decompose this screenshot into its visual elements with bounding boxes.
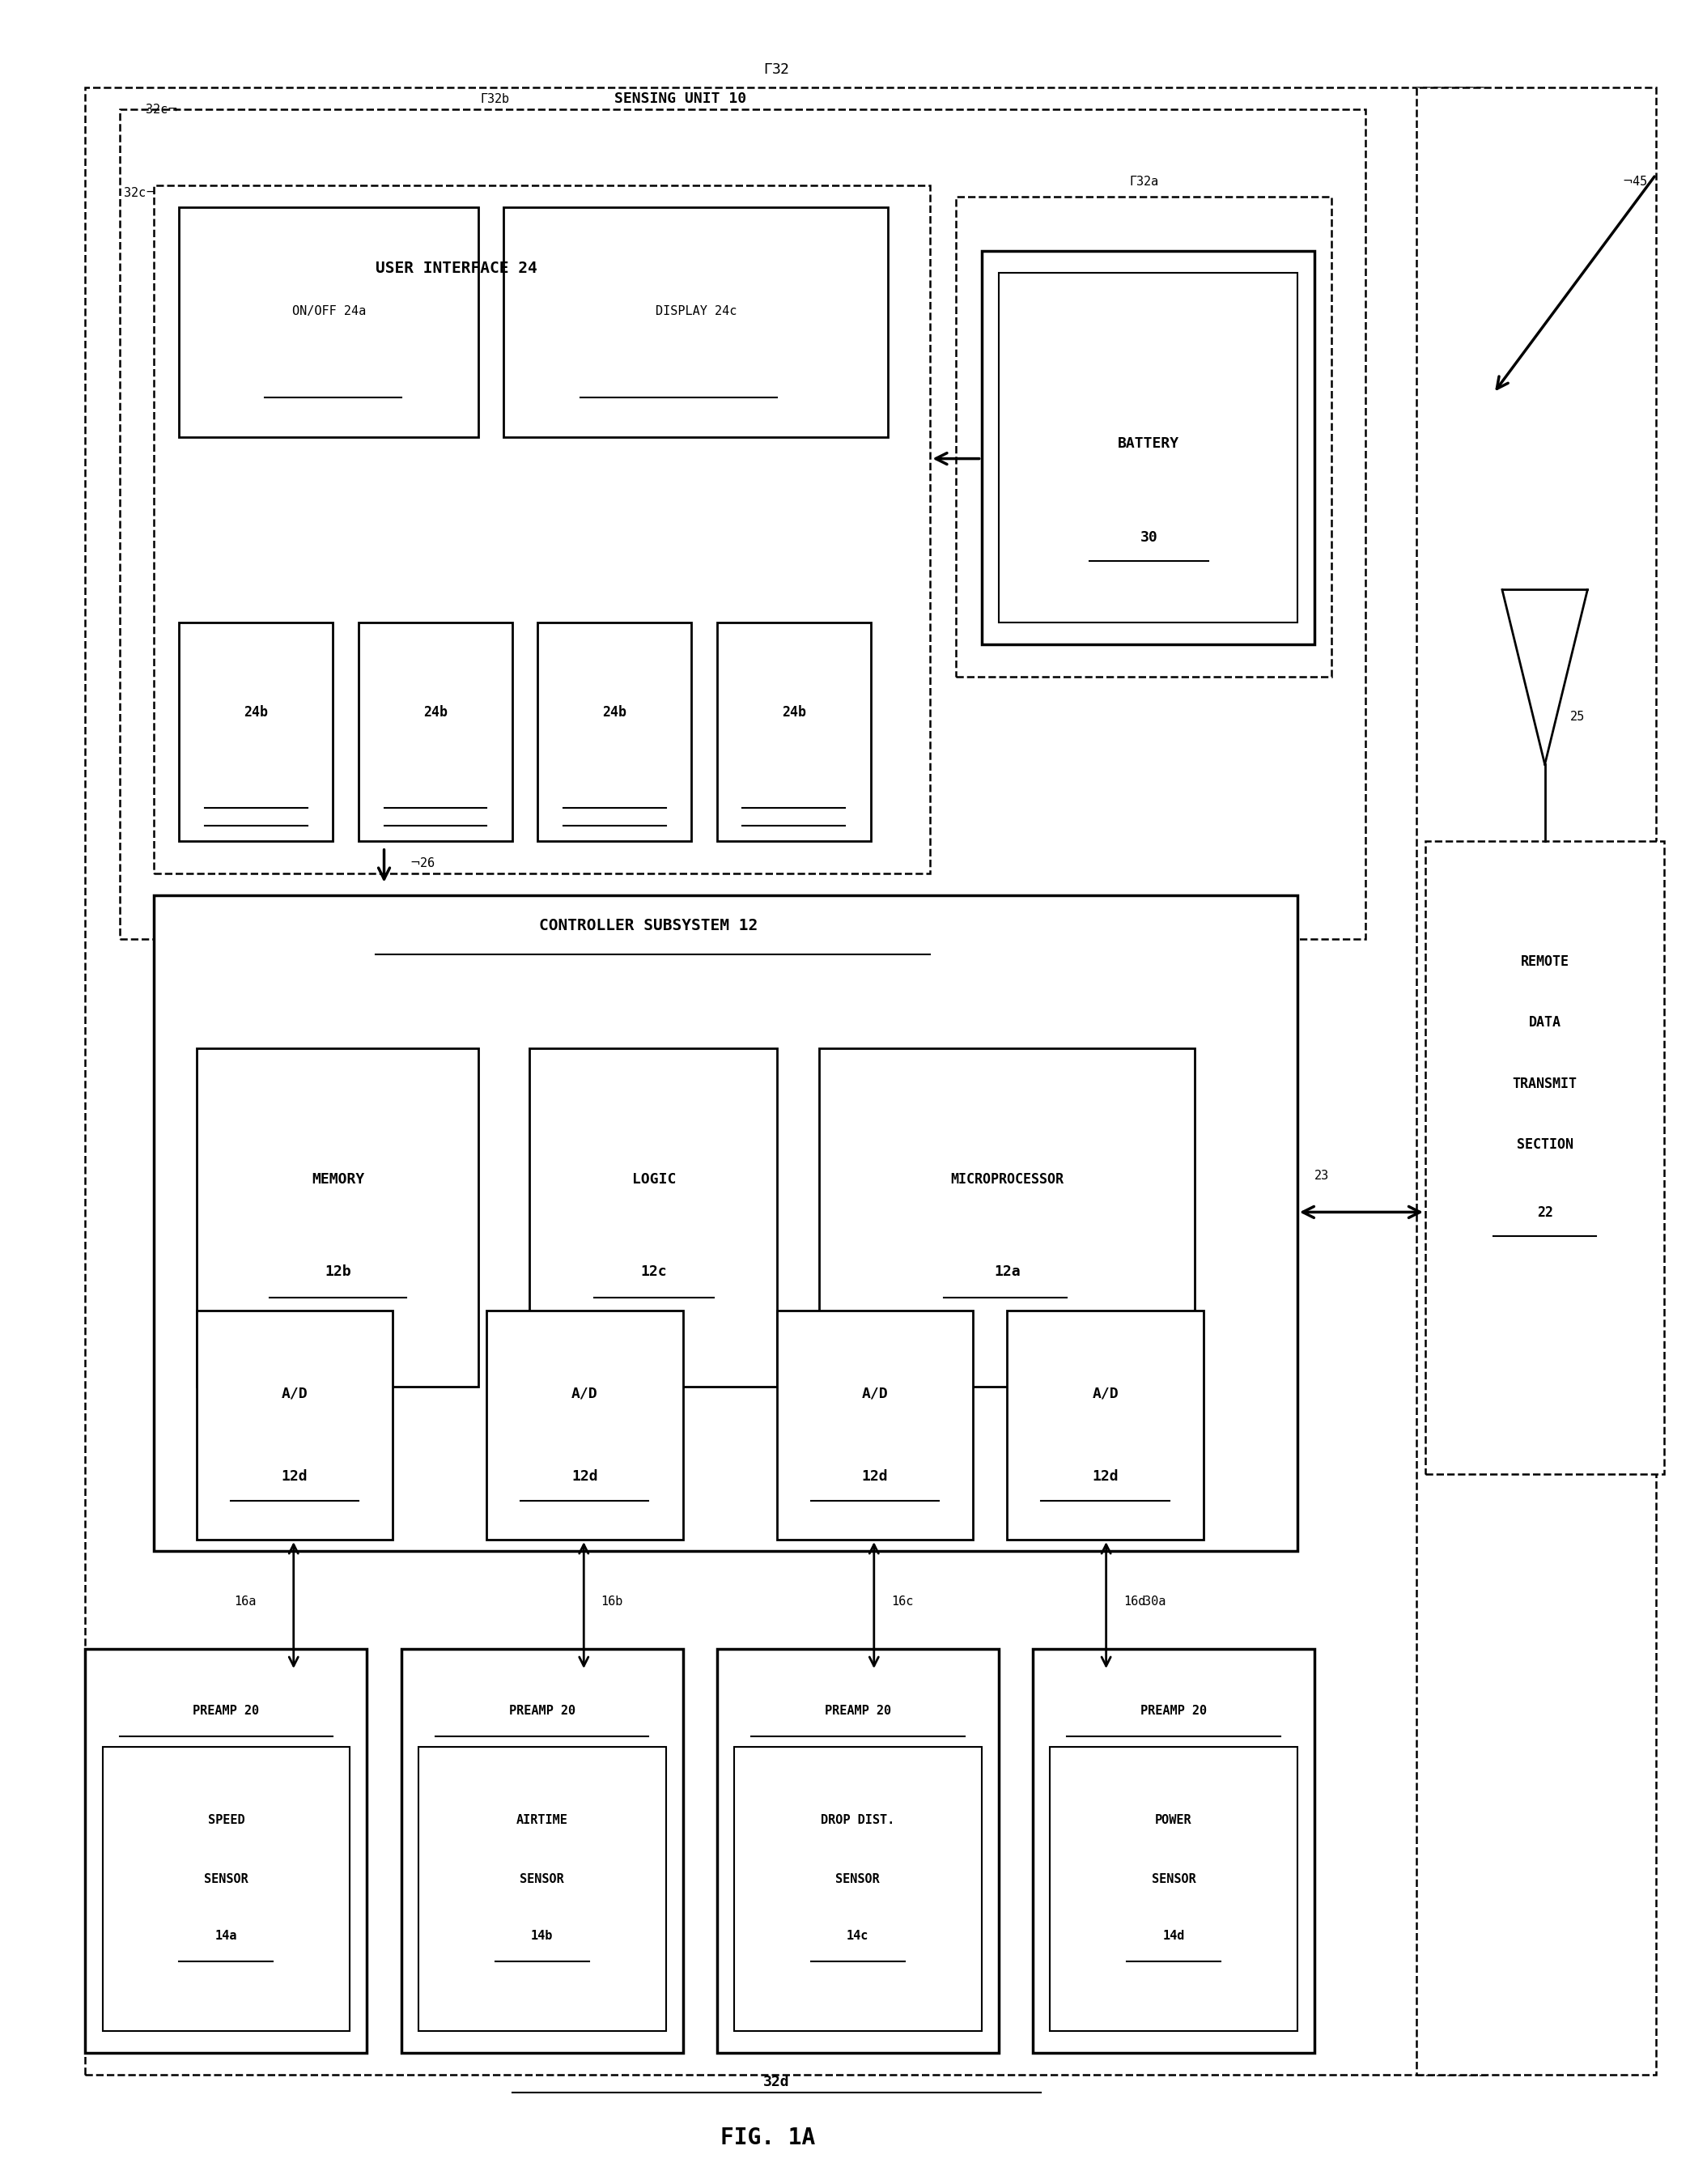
- Bar: [85, 1649, 367, 2053]
- Bar: [982, 251, 1314, 644]
- Text: $\neg$26: $\neg$26: [410, 856, 435, 869]
- Text: A/D: A/D: [282, 1387, 307, 1400]
- Text: 30: 30: [1140, 531, 1157, 544]
- Bar: [717, 622, 871, 841]
- Text: TRANSMIT: TRANSMIT: [1512, 1077, 1577, 1090]
- Text: PREAMP 20: PREAMP 20: [1140, 1706, 1207, 1717]
- Text: $\Gamma$32b: $\Gamma$32b: [480, 92, 510, 105]
- Text: 14c: 14c: [847, 1931, 869, 1942]
- Text: SPEED: SPEED: [208, 1815, 244, 1826]
- Bar: [777, 1310, 973, 1540]
- Text: CONTROLLER SUBSYSTEM 12: CONTROLLER SUBSYSTEM 12: [539, 917, 758, 933]
- Bar: [529, 1048, 777, 1387]
- Text: 23: 23: [1314, 1171, 1330, 1182]
- Text: 32d: 32d: [763, 2075, 790, 2088]
- Text: LOGIC: LOGIC: [632, 1173, 676, 1186]
- Bar: [504, 207, 888, 437]
- Text: 16d: 16d: [1123, 1597, 1145, 1607]
- Bar: [956, 197, 1331, 677]
- Bar: [819, 1048, 1195, 1387]
- Text: 12a: 12a: [993, 1265, 1021, 1278]
- Bar: [1417, 87, 1656, 2075]
- Text: 12d: 12d: [282, 1470, 307, 1483]
- Bar: [538, 622, 691, 841]
- Text: 24b: 24b: [603, 705, 626, 719]
- Text: 32c$\neg$: 32c$\neg$: [123, 186, 155, 199]
- Text: 24b: 24b: [244, 705, 268, 719]
- Text: $\neg$45: $\neg$45: [1622, 175, 1647, 188]
- Bar: [486, 1310, 683, 1540]
- Text: ON/OFF 24a: ON/OFF 24a: [292, 306, 367, 317]
- Text: 14d: 14d: [1162, 1931, 1185, 1942]
- Bar: [154, 895, 1297, 1551]
- Text: DISPLAY 24c: DISPLAY 24c: [655, 306, 737, 317]
- Text: REMOTE: REMOTE: [1521, 954, 1569, 968]
- Text: 12b: 12b: [324, 1265, 352, 1278]
- Text: FIG. 1A: FIG. 1A: [720, 2127, 816, 2149]
- Text: SENSOR: SENSOR: [1152, 1874, 1195, 1885]
- Bar: [179, 207, 478, 437]
- Text: 25: 25: [1570, 712, 1586, 723]
- Text: 16b: 16b: [601, 1597, 623, 1607]
- Text: 12d: 12d: [1092, 1470, 1118, 1483]
- Text: DATA: DATA: [1529, 1016, 1560, 1029]
- Text: $\Gamma$32a: $\Gamma$32a: [1128, 175, 1159, 188]
- Text: 16c: 16c: [891, 1597, 913, 1607]
- Text: A/D: A/D: [1092, 1387, 1118, 1400]
- Text: $\Gamma$32: $\Gamma$32: [763, 63, 790, 76]
- Text: 14a: 14a: [215, 1931, 237, 1942]
- Text: 32c$\neg$: 32c$\neg$: [145, 103, 178, 116]
- Bar: [196, 1048, 478, 1387]
- Bar: [418, 1747, 666, 2031]
- Bar: [179, 622, 333, 841]
- Bar: [154, 186, 930, 874]
- Text: 12d: 12d: [572, 1470, 597, 1483]
- Text: 22: 22: [1536, 1206, 1553, 1219]
- Text: BATTERY: BATTERY: [1118, 437, 1180, 450]
- Bar: [119, 109, 1366, 939]
- Text: MEMORY: MEMORY: [312, 1173, 364, 1186]
- Text: PREAMP 20: PREAMP 20: [509, 1706, 575, 1717]
- Text: 12d: 12d: [862, 1470, 888, 1483]
- Text: 16a: 16a: [234, 1597, 256, 1607]
- Text: MICROPROCESSOR: MICROPROCESSOR: [951, 1173, 1063, 1186]
- Bar: [1007, 1310, 1203, 1540]
- Text: POWER: POWER: [1156, 1815, 1191, 1826]
- Text: 24b: 24b: [423, 705, 447, 719]
- Bar: [717, 1649, 999, 2053]
- Text: AIRTIME: AIRTIME: [516, 1815, 568, 1826]
- Text: SENSOR: SENSOR: [205, 1874, 248, 1885]
- Text: USER INTERFACE 24: USER INTERFACE 24: [376, 260, 538, 275]
- Bar: [358, 622, 512, 841]
- Text: DROP DIST.: DROP DIST.: [821, 1815, 894, 1826]
- Text: SENSOR: SENSOR: [521, 1874, 563, 1885]
- Bar: [1050, 1747, 1297, 2031]
- Text: SENSING UNIT 10: SENSING UNIT 10: [615, 92, 746, 105]
- Bar: [734, 1747, 982, 2031]
- Bar: [196, 1310, 393, 1540]
- Bar: [1425, 841, 1664, 1474]
- Text: A/D: A/D: [862, 1387, 888, 1400]
- Text: 30a: 30a: [1144, 1597, 1166, 1607]
- Text: A/D: A/D: [572, 1387, 597, 1400]
- Bar: [401, 1649, 683, 2053]
- Text: SECTION: SECTION: [1516, 1138, 1574, 1151]
- Bar: [85, 87, 1485, 2075]
- Text: 14b: 14b: [531, 1931, 553, 1942]
- Bar: [1033, 1649, 1314, 2053]
- Bar: [999, 273, 1297, 622]
- Text: PREAMP 20: PREAMP 20: [824, 1706, 891, 1717]
- Bar: [102, 1747, 350, 2031]
- Text: 24b: 24b: [782, 705, 806, 719]
- Text: 12c: 12c: [640, 1265, 667, 1278]
- Text: SENSOR: SENSOR: [836, 1874, 879, 1885]
- Text: PREAMP 20: PREAMP 20: [193, 1706, 259, 1717]
